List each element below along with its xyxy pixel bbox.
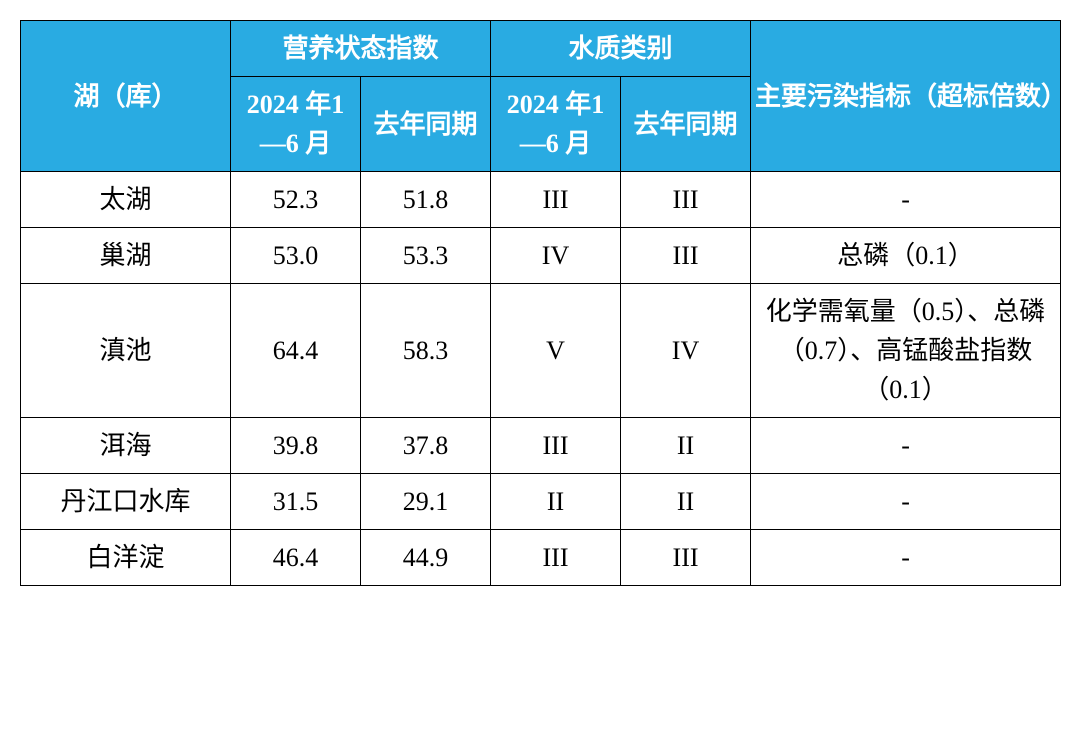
cell-quality-last: III	[621, 530, 751, 586]
table-row: 丹江口水库 31.5 29.1 II II -	[21, 474, 1061, 530]
table-row: 滇池 64.4 58.3 V IV 化学需氧量（0.5）、总磷（0.7）、高锰酸…	[21, 284, 1061, 418]
cell-nutrition-last: 29.1	[361, 474, 491, 530]
cell-nutrition-cur: 53.0	[231, 228, 361, 284]
col-nutrition-current: 2024 年1—6 月	[231, 77, 361, 172]
cell-quality-cur: III	[491, 418, 621, 474]
cell-pollutant: 化学需氧量（0.5）、总磷（0.7）、高锰酸盐指数（0.1）	[751, 284, 1061, 418]
cell-quality-cur: IV	[491, 228, 621, 284]
cell-nutrition-last: 58.3	[361, 284, 491, 418]
cell-quality-cur: II	[491, 474, 621, 530]
lake-water-quality-table: 湖（库） 营养状态指数 水质类别 主要污染指标（超标倍数） 2024 年1—6 …	[20, 20, 1061, 586]
cell-quality-cur: III	[491, 530, 621, 586]
cell-quality-last: III	[621, 172, 751, 228]
table-row: 洱海 39.8 37.8 III II -	[21, 418, 1061, 474]
cell-quality-last: II	[621, 474, 751, 530]
table-body: 太湖 52.3 51.8 III III - 巢湖 53.0 53.3 IV I…	[21, 172, 1061, 586]
cell-quality-last: III	[621, 228, 751, 284]
col-quality-current: 2024 年1—6 月	[491, 77, 621, 172]
cell-nutrition-last: 53.3	[361, 228, 491, 284]
cell-nutrition-last: 51.8	[361, 172, 491, 228]
cell-nutrition-last: 37.8	[361, 418, 491, 474]
table-row: 太湖 52.3 51.8 III III -	[21, 172, 1061, 228]
cell-lake: 丹江口水库	[21, 474, 231, 530]
table-row: 白洋淀 46.4 44.9 III III -	[21, 530, 1061, 586]
col-quality: 水质类别	[491, 21, 751, 77]
cell-pollutant: 总磷（0.1）	[751, 228, 1061, 284]
cell-quality-last: II	[621, 418, 751, 474]
col-nutrition-last: 去年同期	[361, 77, 491, 172]
col-nutrition: 营养状态指数	[231, 21, 491, 77]
cell-quality-last: IV	[621, 284, 751, 418]
cell-nutrition-cur: 31.5	[231, 474, 361, 530]
cell-lake: 巢湖	[21, 228, 231, 284]
col-pollutant: 主要污染指标（超标倍数）	[751, 21, 1061, 172]
cell-pollutant: -	[751, 530, 1061, 586]
cell-nutrition-cur: 39.8	[231, 418, 361, 474]
cell-pollutant: -	[751, 418, 1061, 474]
table-header: 湖（库） 营养状态指数 水质类别 主要污染指标（超标倍数） 2024 年1—6 …	[21, 21, 1061, 172]
cell-nutrition-cur: 64.4	[231, 284, 361, 418]
table-row: 巢湖 53.0 53.3 IV III 总磷（0.1）	[21, 228, 1061, 284]
cell-lake: 太湖	[21, 172, 231, 228]
cell-nutrition-cur: 52.3	[231, 172, 361, 228]
cell-lake: 洱海	[21, 418, 231, 474]
cell-nutrition-last: 44.9	[361, 530, 491, 586]
cell-quality-cur: V	[491, 284, 621, 418]
cell-lake: 白洋淀	[21, 530, 231, 586]
col-lake: 湖（库）	[21, 21, 231, 172]
cell-pollutant: -	[751, 172, 1061, 228]
col-quality-last: 去年同期	[621, 77, 751, 172]
cell-nutrition-cur: 46.4	[231, 530, 361, 586]
cell-lake: 滇池	[21, 284, 231, 418]
cell-pollutant: -	[751, 474, 1061, 530]
cell-quality-cur: III	[491, 172, 621, 228]
